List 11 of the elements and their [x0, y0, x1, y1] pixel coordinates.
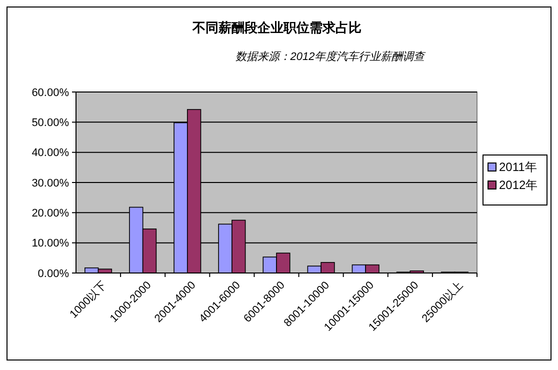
y-tick-label: 40.00%: [32, 147, 70, 160]
y-tick-label: 20.00%: [32, 208, 70, 220]
y-tick-label: 60.00%: [32, 86, 70, 99]
y-tick-label: 30.00%: [32, 177, 70, 190]
legend-label: 2012年: [499, 178, 538, 192]
y-tick-label: 10.00%: [32, 238, 70, 250]
legend-label: 2011年: [499, 160, 537, 174]
chart-subtitle: 数据来源：2012年度汽车行业薪酬调查: [235, 50, 427, 63]
y-tick-label: 0.00%: [38, 268, 70, 280]
chart-title: 不同薪酬段企业职位需求占比: [192, 20, 362, 35]
y-tick-label: 50.00%: [32, 117, 70, 130]
